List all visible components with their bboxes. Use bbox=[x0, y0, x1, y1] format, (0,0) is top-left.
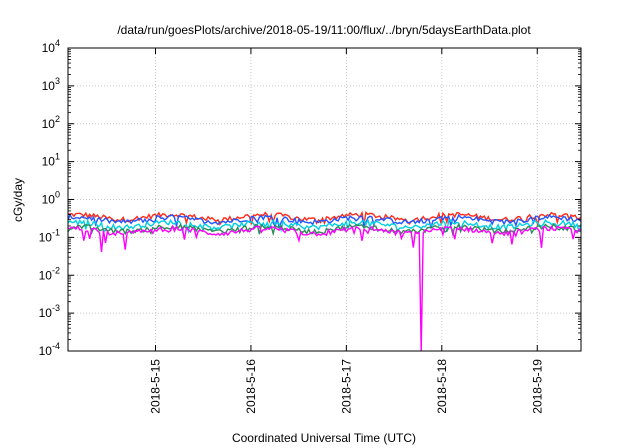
y-tick-label-exponent: -1 bbox=[52, 227, 60, 237]
y-tick-label-exponent: 2 bbox=[55, 114, 60, 124]
y-tick-label-base: 10 bbox=[39, 306, 53, 320]
y-tick-label: 100 bbox=[42, 190, 60, 207]
series-line bbox=[67, 213, 582, 231]
plot-frame bbox=[67, 47, 582, 352]
y-tick-label: 10-1 bbox=[39, 227, 60, 244]
series-line bbox=[68, 224, 582, 352]
y-tick-label-exponent: 3 bbox=[55, 76, 60, 86]
y-tick-label: 103 bbox=[42, 76, 60, 93]
y-tick-label: 101 bbox=[42, 152, 60, 169]
y-tick-label-exponent: 1 bbox=[55, 152, 60, 162]
y-tick-label-base: 10 bbox=[42, 41, 56, 55]
x-tick-label: 2018-5-15 bbox=[148, 359, 162, 414]
y-tick-label: 10-3 bbox=[39, 303, 60, 320]
y-tick-label-base: 10 bbox=[39, 344, 53, 358]
series-line bbox=[67, 218, 582, 235]
y-axis-label: cGy/day bbox=[11, 178, 25, 222]
y-tick-label: 102 bbox=[42, 114, 60, 131]
y-tick-label-exponent: -2 bbox=[52, 265, 60, 275]
y-tick-label: 10-2 bbox=[39, 265, 60, 282]
y-tick-label-base: 10 bbox=[39, 230, 53, 244]
x-tick-label: 2018-5-18 bbox=[435, 359, 449, 414]
series-group bbox=[67, 210, 582, 352]
y-tick-label-base: 10 bbox=[42, 155, 56, 169]
x-tick-label: 2018-5-16 bbox=[244, 359, 258, 414]
x-tick-label: 2018-5-17 bbox=[339, 359, 353, 414]
y-tick-label-exponent: 4 bbox=[55, 38, 60, 48]
y-tick-label-base: 10 bbox=[42, 117, 56, 131]
y-tick-label: 10-4 bbox=[39, 341, 60, 358]
x-axis: 2018-5-15 2018-5-16 2018-5-17 2018-5-18 2018… bbox=[148, 48, 544, 414]
y-tick-label-exponent: 0 bbox=[55, 190, 60, 200]
y-tick-label-base: 10 bbox=[42, 79, 56, 93]
y-tick-label-base: 10 bbox=[42, 193, 56, 207]
y-tick-label: 104 bbox=[42, 38, 60, 55]
x-tick-label: 2018-5-19 bbox=[530, 359, 544, 414]
grid bbox=[68, 48, 581, 351]
y-tick-label-exponent: -3 bbox=[52, 303, 60, 313]
chart-title: /data/run/goesPlots/archive/2018-05-19/1… bbox=[117, 23, 531, 37]
y-tick-label-base: 10 bbox=[39, 268, 53, 282]
x-axis-label: Coordinated Universal Time (UTC) bbox=[232, 431, 416, 445]
y-tick-label-exponent: -4 bbox=[52, 341, 60, 351]
